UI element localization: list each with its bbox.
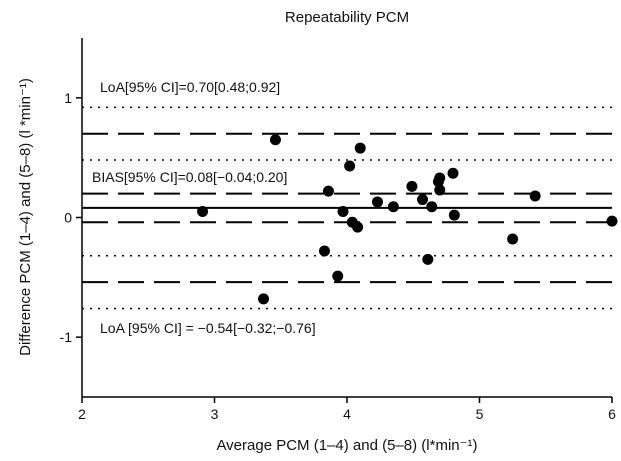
- x-tick-label: 2: [78, 406, 86, 422]
- data-point: [269, 134, 281, 146]
- data-point: [352, 221, 364, 233]
- x-tick-label: 4: [343, 406, 351, 422]
- data-point: [258, 293, 270, 305]
- data-point: [434, 172, 446, 184]
- data-point: [197, 206, 209, 218]
- data-point: [434, 184, 446, 196]
- data-point: [447, 167, 459, 179]
- data-point: [422, 253, 434, 265]
- data-point: [448, 209, 460, 221]
- chart-title: Repeatability PCM: [285, 9, 409, 26]
- x-tick-label: 5: [476, 406, 484, 422]
- data-point: [417, 194, 429, 206]
- data-point: [371, 196, 383, 208]
- data-point: [318, 245, 330, 257]
- data-point: [332, 270, 344, 282]
- x-axis-label: Average PCM (1–4) and (5–8) (l*min⁻¹): [216, 437, 477, 454]
- annotation: LoA [95% CI] = −0.54[−0.32;−0.76]: [100, 320, 316, 336]
- data-point: [322, 185, 334, 197]
- x-tick-label: 6: [608, 406, 616, 422]
- x-tick-label: 3: [211, 406, 219, 422]
- data-point: [507, 233, 519, 245]
- data-point: [406, 180, 418, 192]
- annotation: BIAS[95% CI]=0.08[−0.04;0.20]: [92, 169, 287, 185]
- data-point: [354, 142, 366, 154]
- data-point: [344, 160, 356, 172]
- y-tick-label: -1: [60, 329, 73, 345]
- y-tick-label: 1: [64, 90, 72, 106]
- y-tick-label: 0: [64, 210, 72, 226]
- data-point: [337, 206, 349, 218]
- y-axis-label: Difference PCM (1–4) and (5–8) (l *min⁻¹…: [17, 78, 34, 356]
- annotation: LoA[95% CI]=0.70[0.48;0.92]: [100, 79, 280, 95]
- data-point: [426, 201, 438, 213]
- data-point: [529, 190, 541, 202]
- data-point: [387, 201, 399, 213]
- data-point: [606, 215, 618, 227]
